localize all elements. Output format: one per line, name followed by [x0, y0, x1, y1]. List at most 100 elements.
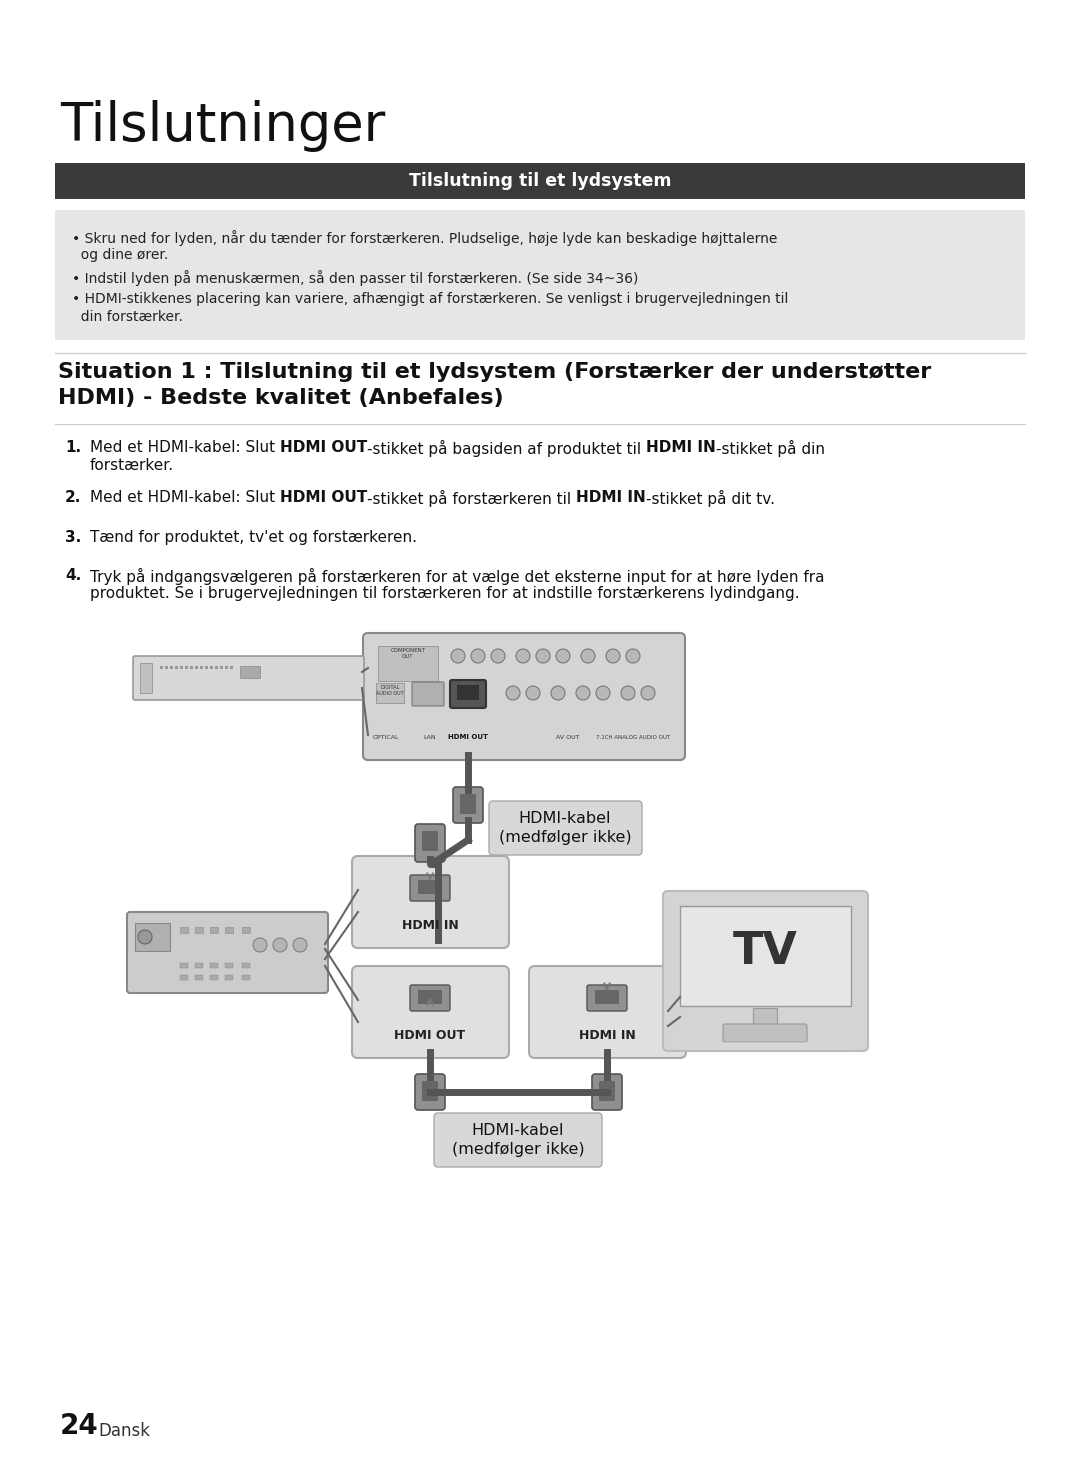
Text: Tryk på indgangsvælgeren på forstærkeren for at vælge det eksterne input for at : Tryk på indgangsvælgeren på forstærkeren… [90, 569, 824, 585]
Bar [205, 666, 208, 669]
FancyBboxPatch shape [415, 1074, 445, 1111]
Ellipse shape [273, 938, 287, 953]
Ellipse shape [536, 648, 550, 663]
Bar [225, 666, 228, 669]
Bar [160, 666, 163, 669]
Text: • HDMI-stikkenes placering kan variere, afhængigt af forstærkeren. Se venligst i: • HDMI-stikkenes placering kan variere, … [72, 292, 788, 306]
FancyBboxPatch shape [133, 656, 364, 700]
Bar [195, 928, 203, 933]
Bar [185, 666, 188, 669]
FancyBboxPatch shape [723, 1024, 807, 1041]
FancyBboxPatch shape [410, 874, 450, 901]
FancyBboxPatch shape [422, 832, 438, 851]
Ellipse shape [576, 685, 590, 700]
Text: 2.: 2. [65, 490, 81, 505]
Text: HDMI IN: HDMI IN [646, 440, 716, 455]
FancyBboxPatch shape [352, 966, 509, 1058]
Text: Tilslutninger: Tilslutninger [60, 100, 386, 152]
Text: HDMI OUT: HDMI OUT [394, 1029, 465, 1041]
Ellipse shape [556, 648, 570, 663]
Text: 4.: 4. [65, 569, 81, 583]
Ellipse shape [451, 648, 465, 663]
Bar [753, 1007, 777, 1028]
Text: -stikket på forstærkeren til: -stikket på forstærkeren til [367, 490, 577, 507]
FancyBboxPatch shape [55, 162, 1025, 199]
FancyBboxPatch shape [434, 1114, 602, 1167]
FancyBboxPatch shape [595, 990, 619, 1004]
Bar [210, 666, 213, 669]
Text: 7.1CH ANALOG AUDIO OUT: 7.1CH ANALOG AUDIO OUT [596, 736, 670, 740]
Text: HDMI OUT: HDMI OUT [280, 440, 367, 455]
FancyBboxPatch shape [422, 1081, 438, 1100]
Bar [225, 975, 233, 981]
FancyBboxPatch shape [457, 685, 480, 700]
Text: HDMI-kabel
(medfølger ikke): HDMI-kabel (medfølger ikke) [499, 811, 632, 845]
Ellipse shape [138, 931, 152, 944]
Bar [215, 666, 218, 669]
Ellipse shape [642, 685, 654, 700]
Text: • Skru ned for lyden, når du tænder for forstærkeren. Pludselige, høje lyde kan : • Skru ned for lyden, når du tænder for … [72, 230, 778, 247]
FancyBboxPatch shape [599, 1081, 615, 1100]
FancyBboxPatch shape [376, 682, 404, 703]
Bar [242, 963, 249, 967]
Bar [230, 666, 233, 669]
Text: 3.: 3. [65, 530, 81, 545]
FancyBboxPatch shape [127, 911, 328, 993]
FancyBboxPatch shape [450, 679, 486, 707]
Text: -stikket på bagsiden af produktet til: -stikket på bagsiden af produktet til [367, 440, 646, 456]
Bar [225, 928, 233, 933]
Text: forstærker.: forstærker. [90, 458, 174, 473]
Bar [180, 928, 188, 933]
Text: OPTICAL: OPTICAL [373, 736, 400, 740]
Bar [680, 905, 851, 1006]
Text: Situation 1 : Tilslutning til et lydsystem (Forstærker der understøtter
HDMI) - : Situation 1 : Tilslutning til et lydsyst… [58, 362, 931, 408]
Text: din forstærker.: din forstærker. [72, 310, 183, 323]
Bar [170, 666, 173, 669]
Bar [190, 666, 193, 669]
FancyBboxPatch shape [411, 682, 444, 706]
Text: HDMI IN: HDMI IN [577, 490, 646, 505]
Text: -stikket på dit tv.: -stikket på dit tv. [646, 490, 775, 507]
Bar [195, 963, 203, 967]
Ellipse shape [551, 685, 565, 700]
FancyBboxPatch shape [592, 1074, 622, 1111]
Text: TV: TV [732, 929, 797, 972]
Ellipse shape [293, 938, 307, 953]
FancyBboxPatch shape [529, 966, 686, 1058]
Text: Med et HDMI-kabel: Slut: Med et HDMI-kabel: Slut [90, 440, 280, 455]
FancyBboxPatch shape [55, 210, 1025, 340]
Text: AV OUT: AV OUT [556, 736, 580, 740]
Text: produktet. Se i brugervejledningen til forstærkeren for at indstille forstærkere: produktet. Se i brugervejledningen til f… [90, 586, 799, 601]
Bar [165, 666, 168, 669]
FancyBboxPatch shape [378, 645, 438, 681]
Text: Dansk: Dansk [98, 1422, 150, 1440]
FancyBboxPatch shape [588, 985, 627, 1010]
Bar [180, 666, 183, 669]
Text: HDMI-kabel
(medfølger ikke): HDMI-kabel (medfølger ikke) [451, 1123, 584, 1158]
Text: HDMI OUT: HDMI OUT [280, 490, 367, 505]
Bar [135, 923, 170, 951]
Bar [210, 975, 218, 981]
Text: DIGITAL
AUDIO OUT: DIGITAL AUDIO OUT [376, 685, 404, 696]
Bar [680, 1041, 851, 1050]
FancyBboxPatch shape [352, 857, 509, 948]
Ellipse shape [621, 685, 635, 700]
Bar [242, 975, 249, 981]
Text: HDMI OUT: HDMI OUT [448, 734, 488, 740]
Text: Tænd for produktet, tv'et og forstærkeren.: Tænd for produktet, tv'et og forstærkere… [90, 530, 417, 545]
Bar [242, 928, 249, 933]
Bar [240, 666, 260, 678]
Bar [180, 975, 188, 981]
Ellipse shape [606, 648, 620, 663]
Bar [210, 963, 218, 967]
Ellipse shape [596, 685, 610, 700]
Bar [195, 975, 203, 981]
Text: og dine ører.: og dine ører. [72, 248, 168, 261]
FancyBboxPatch shape [418, 880, 442, 894]
Ellipse shape [581, 648, 595, 663]
Ellipse shape [471, 648, 485, 663]
Text: HDMI IN: HDMI IN [402, 919, 458, 932]
FancyBboxPatch shape [418, 990, 442, 1004]
FancyBboxPatch shape [453, 787, 483, 823]
Text: Med et HDMI-kabel: Slut: Med et HDMI-kabel: Slut [90, 490, 280, 505]
